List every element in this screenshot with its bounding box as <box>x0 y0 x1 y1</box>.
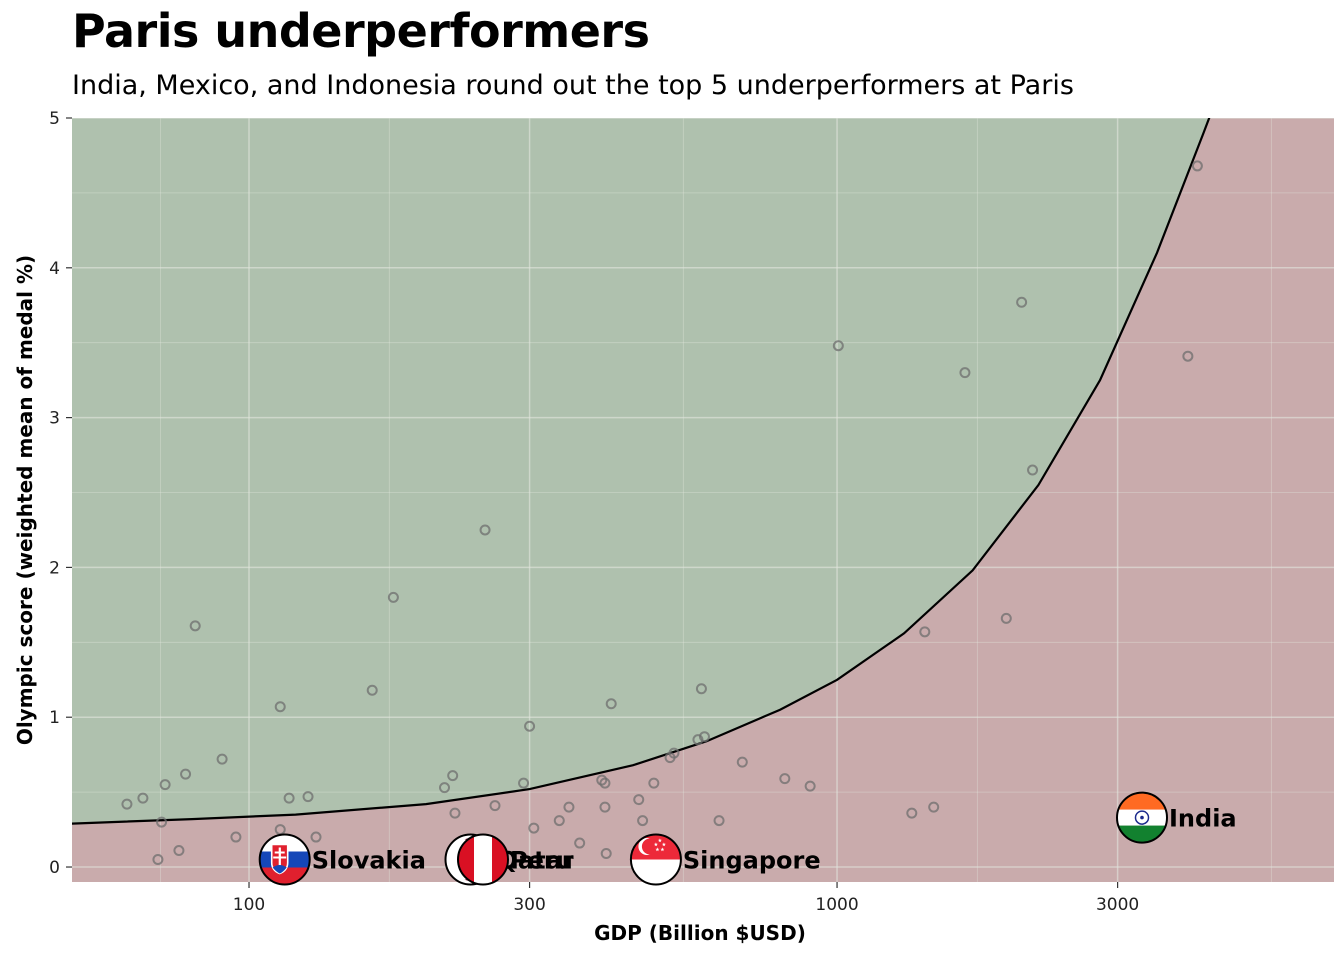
data-point <box>928 801 940 813</box>
x-tick-label: 300 <box>513 895 545 915</box>
y-tick-label: 2 <box>49 558 60 578</box>
data-point <box>553 815 565 827</box>
data-point <box>563 801 575 813</box>
highlighted-country: India <box>1116 791 1237 844</box>
peru-flag-icon <box>457 833 509 886</box>
star-icon <box>653 842 658 847</box>
data-point <box>959 367 971 379</box>
data-point <box>832 340 844 352</box>
data-point <box>596 774 608 786</box>
data-point <box>668 747 680 759</box>
shaded-regions <box>72 118 1334 882</box>
data-point <box>302 791 314 803</box>
data-point <box>633 794 645 806</box>
star-icon <box>657 838 662 843</box>
data-point <box>779 773 791 785</box>
data-point <box>156 816 168 828</box>
data-points <box>121 160 1203 866</box>
chart-title: Paris underperformers <box>72 4 650 58</box>
y-tick-label: 4 <box>49 259 60 279</box>
y-tick-label: 1 <box>49 708 60 728</box>
data-point <box>605 698 617 710</box>
data-point <box>1027 464 1039 476</box>
data-point <box>137 792 149 804</box>
india-flag-icon <box>1116 791 1168 844</box>
data-point <box>230 831 242 843</box>
data-point <box>736 756 748 768</box>
country-label: India <box>1169 805 1237 833</box>
expected-score-curve <box>72 118 1211 825</box>
data-point <box>216 753 228 765</box>
data-point <box>600 848 612 860</box>
overperformer-region <box>72 118 1210 824</box>
data-point <box>695 683 707 695</box>
star-icon <box>655 847 660 852</box>
data-point <box>648 777 660 789</box>
data-point <box>919 626 931 638</box>
data-point <box>804 780 816 792</box>
y-tick-label: 5 <box>49 109 60 129</box>
x-axis-ticks: 100 300 1000 3000 <box>233 882 1139 915</box>
data-point <box>439 782 451 794</box>
data-point <box>1000 612 1012 624</box>
grid-lines <box>72 118 1334 882</box>
data-point <box>489 800 501 812</box>
x-tick-label: 1000 <box>815 895 858 915</box>
data-point <box>1016 296 1028 308</box>
y-axis-title: Olympic score (weighted mean of medal %) <box>13 255 37 745</box>
y-tick-label: 3 <box>49 409 60 429</box>
slovakia-flag-icon <box>258 833 311 886</box>
data-point <box>599 801 611 813</box>
y-tick-label: 0 <box>49 858 60 878</box>
data-point <box>121 798 133 810</box>
y-axis-ticks: 0 1 2 3 4 5 <box>49 109 72 878</box>
data-point <box>574 837 586 849</box>
data-point <box>189 620 201 632</box>
data-point <box>449 807 461 819</box>
star-icon <box>661 842 666 847</box>
data-point <box>447 770 459 782</box>
highlighted-country: Peru <box>457 833 573 886</box>
data-point <box>1191 160 1203 172</box>
x-tick-label: 3000 <box>1096 895 1139 915</box>
data-point <box>599 777 611 789</box>
data-point <box>1182 350 1194 362</box>
singapore-flag-icon <box>629 833 682 886</box>
data-point <box>387 591 399 603</box>
country-label: Qatar <box>498 847 574 875</box>
star-icon <box>660 847 665 852</box>
country-label: Peru <box>510 847 573 875</box>
data-point <box>310 831 322 843</box>
data-point <box>180 768 192 780</box>
data-point <box>524 720 536 732</box>
data-point <box>366 684 378 696</box>
country-label: Slovakia <box>312 847 426 875</box>
chart-subtitle: India, Mexico, and Indonesia round out t… <box>72 70 1074 101</box>
data-point <box>692 734 704 746</box>
highlighted-country: Slovakia <box>258 833 426 886</box>
data-point <box>173 845 185 857</box>
data-point <box>274 701 286 713</box>
data-point <box>518 777 530 789</box>
data-point <box>713 815 725 827</box>
data-point <box>698 731 710 743</box>
data-point <box>479 524 491 536</box>
data-point <box>159 779 171 791</box>
x-axis-title: GDP (Billion $USD) <box>594 921 806 945</box>
data-point <box>637 815 649 827</box>
data-point <box>152 854 164 866</box>
data-point <box>283 792 295 804</box>
data-point <box>528 822 540 834</box>
x-tick-label: 100 <box>233 895 265 915</box>
country-label: Singapore <box>683 847 821 875</box>
data-point <box>906 807 918 819</box>
